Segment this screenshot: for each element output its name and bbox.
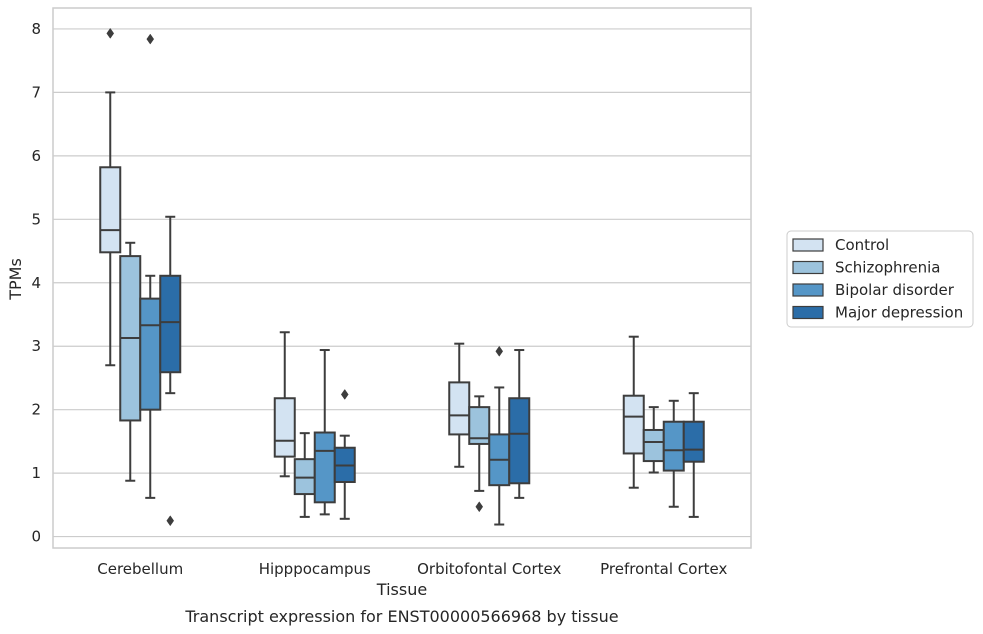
outlier-point bbox=[340, 389, 349, 400]
box-bipolar-disorder bbox=[488, 345, 511, 526]
outlier-point bbox=[146, 33, 155, 45]
legend-swatch bbox=[792, 283, 824, 297]
plot-frame bbox=[52, 7, 752, 549]
chart-caption: Transcript expression for ENST0000056696… bbox=[184, 607, 618, 626]
x-tick-label: Hipppocampus bbox=[259, 560, 371, 578]
iqr-box bbox=[448, 381, 471, 436]
y-tick-label: 1 bbox=[31, 464, 41, 482]
outlier-point bbox=[166, 515, 175, 527]
legend-item: Major depression bbox=[792, 304, 963, 322]
legend-item: Bipolar disorder bbox=[792, 281, 955, 299]
legend-swatch bbox=[792, 238, 824, 252]
x-tick-labels: Cerebellum Hipppocampus Orbitofontal Corte… bbox=[97, 560, 727, 578]
y-tick-label: 6 bbox=[31, 147, 41, 165]
outlier-point bbox=[106, 27, 115, 39]
box-major-depression bbox=[508, 349, 531, 499]
iqr-box bbox=[313, 431, 336, 504]
box-control bbox=[273, 331, 296, 478]
outlier-point bbox=[475, 501, 484, 513]
boxes bbox=[99, 27, 705, 527]
x-tick-label: Cerebellum bbox=[97, 560, 183, 578]
iqr-box bbox=[468, 406, 491, 445]
y-tick-label: 8 bbox=[31, 20, 41, 38]
box-control bbox=[448, 342, 471, 468]
legend: Control Schizophrenia Bipolar disorder Majo… bbox=[786, 230, 974, 328]
box-schizophrenia bbox=[293, 432, 316, 518]
iqr-box bbox=[682, 420, 705, 463]
iqr-box bbox=[622, 394, 645, 455]
y-tick-label: 3 bbox=[31, 337, 41, 355]
legend-frame bbox=[786, 230, 974, 328]
box-major-depression bbox=[159, 215, 182, 527]
legend-label: Control bbox=[835, 236, 889, 254]
outlier-point bbox=[495, 345, 504, 357]
y-tick-label: 2 bbox=[31, 401, 41, 419]
x-tick-label: Orbitofontal Cortex bbox=[417, 560, 561, 578]
x-axis-label: Tissue bbox=[376, 580, 427, 599]
box-bipolar-disorder bbox=[313, 349, 336, 516]
iqr-box bbox=[662, 420, 685, 472]
legend-item: Schizophrenia bbox=[792, 259, 940, 277]
box-schizophrenia bbox=[468, 395, 491, 513]
legend-label: Major depression bbox=[835, 304, 963, 322]
iqr-box bbox=[139, 297, 162, 411]
y-axis-label: TPMs bbox=[6, 258, 25, 301]
box-bipolar-disorder bbox=[662, 399, 685, 508]
box-major-depression bbox=[682, 392, 705, 518]
box-schizophrenia bbox=[119, 241, 142, 482]
iqr-box bbox=[273, 397, 296, 458]
x-tick-label: Prefrontal Cortex bbox=[600, 560, 727, 578]
box-major-depression bbox=[333, 389, 356, 520]
y-tick-label: 0 bbox=[31, 528, 41, 546]
y-tick-labels: 0 1 2 3 4 5 6 7 8 bbox=[31, 20, 41, 546]
box-control bbox=[99, 27, 122, 367]
legend-label: Bipolar disorder bbox=[835, 281, 955, 299]
iqr-box bbox=[642, 428, 665, 463]
iqr-box bbox=[508, 397, 531, 485]
box-schizophrenia bbox=[642, 406, 665, 474]
iqr-box bbox=[159, 274, 182, 374]
iqr-box bbox=[99, 166, 122, 254]
box-control bbox=[622, 335, 645, 489]
y-tick-label: 4 bbox=[31, 274, 41, 292]
legend-item: Control bbox=[792, 236, 889, 254]
legend-swatch bbox=[792, 305, 824, 320]
box-bipolar-disorder bbox=[139, 33, 162, 499]
y-tick-label: 7 bbox=[31, 83, 41, 101]
y-tick-label: 5 bbox=[31, 210, 41, 228]
legend-swatch bbox=[792, 260, 824, 275]
legend-label: Schizophrenia bbox=[835, 259, 940, 277]
